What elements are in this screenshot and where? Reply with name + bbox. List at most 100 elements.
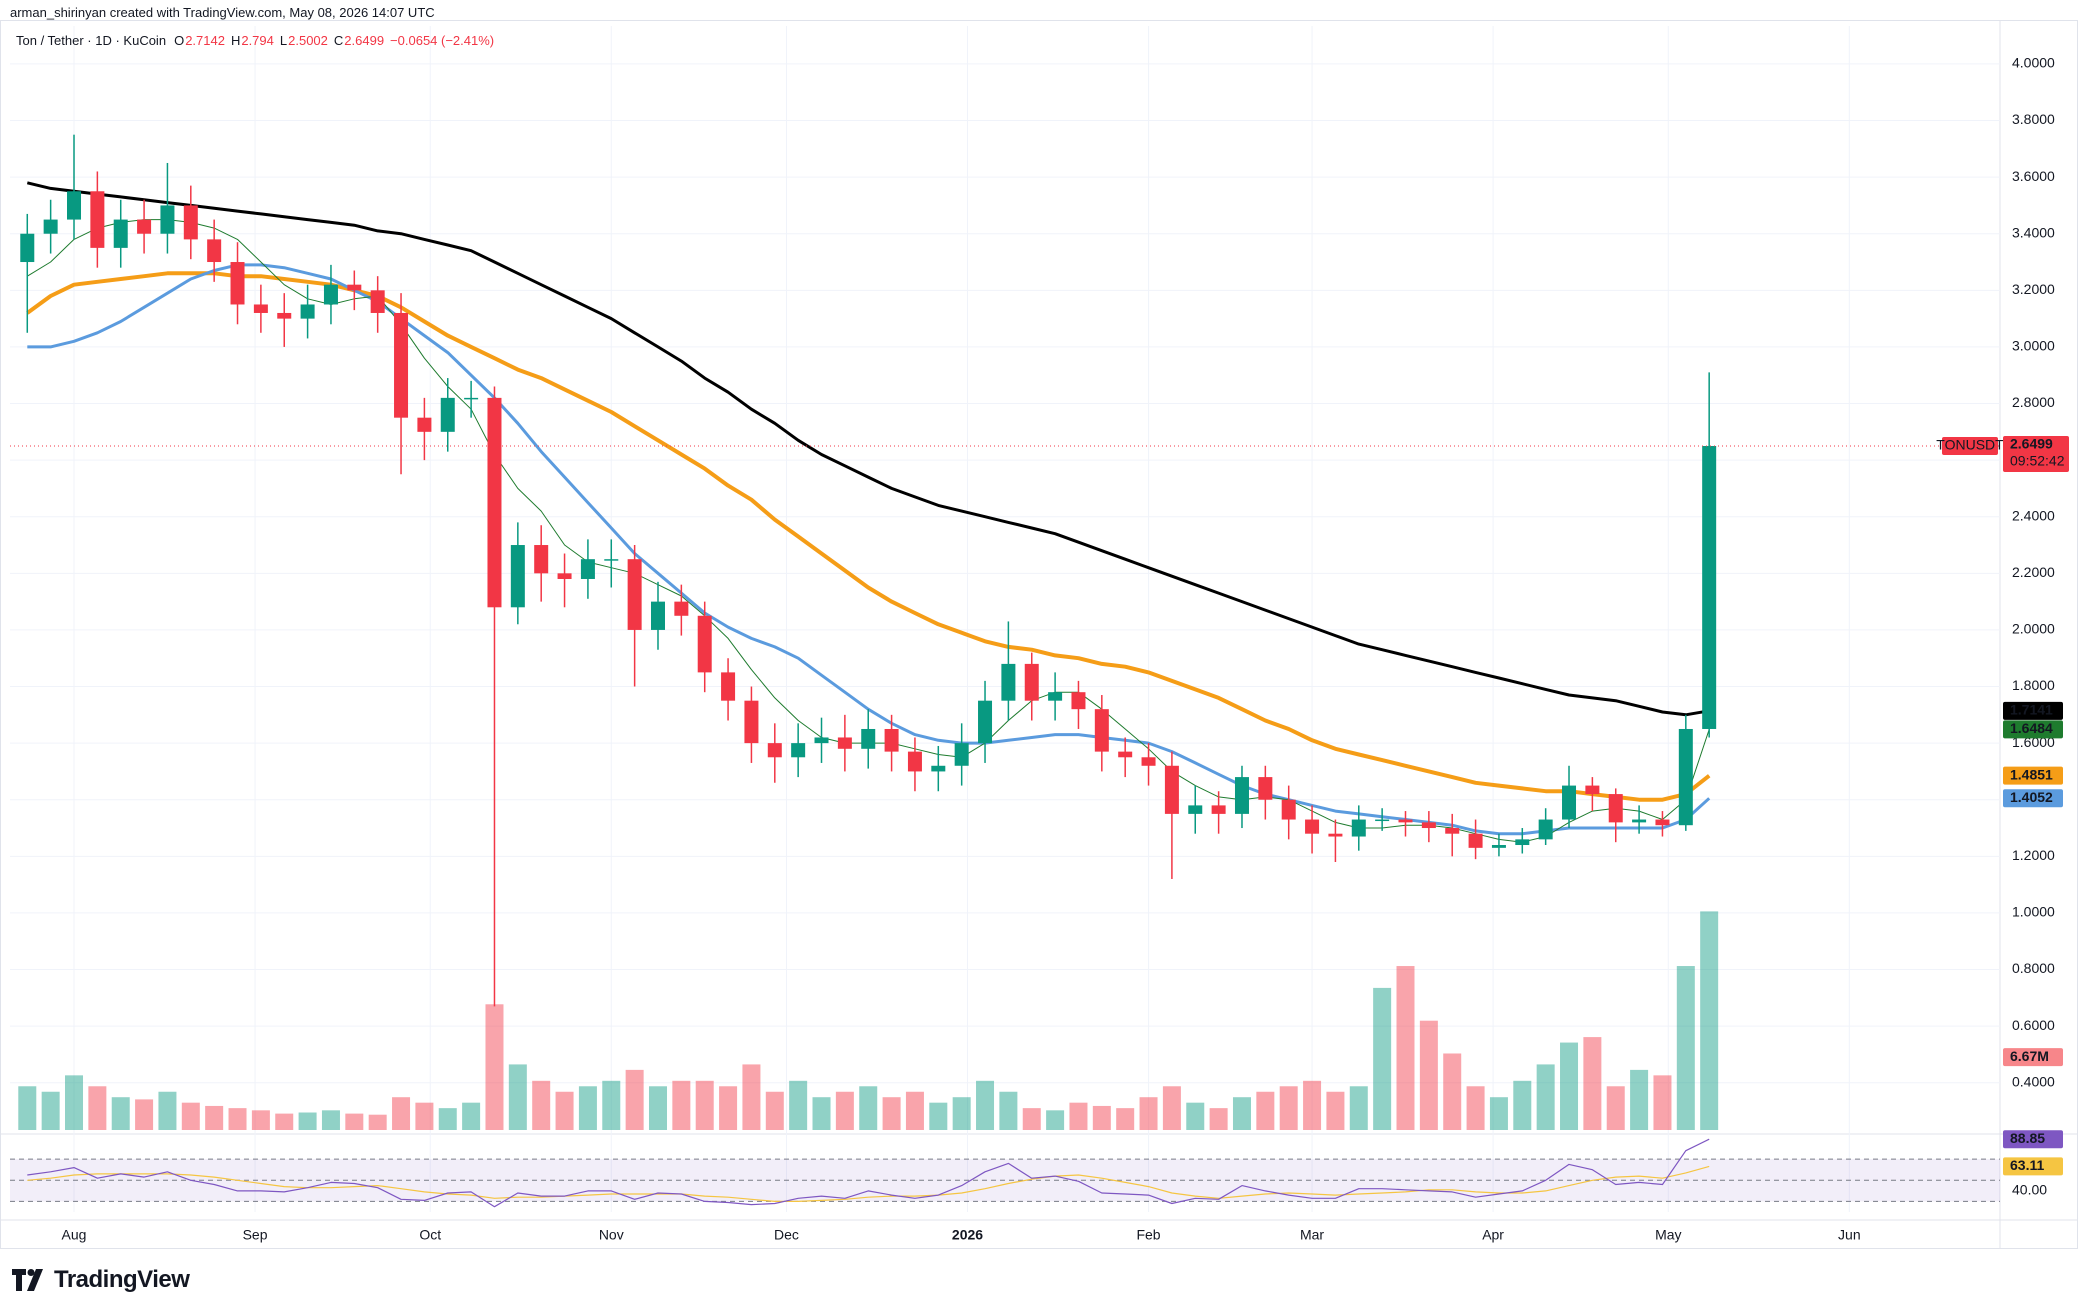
y-tick-label: 4.0000 bbox=[2012, 55, 2055, 71]
volume-bar bbox=[999, 1091, 1018, 1130]
value-tag bbox=[2003, 1157, 2063, 1176]
candle-body bbox=[67, 191, 82, 220]
volume-bar bbox=[1373, 987, 1392, 1130]
candle-body bbox=[300, 304, 315, 319]
value-tag bbox=[2003, 789, 2063, 808]
y-tick-label: 1.8000 bbox=[2012, 677, 2055, 693]
volume-bar bbox=[1419, 1020, 1438, 1130]
candle-body bbox=[721, 672, 736, 701]
y-tick-label: 3.4000 bbox=[2012, 224, 2055, 240]
candle-body bbox=[1188, 805, 1203, 814]
volume-bar bbox=[508, 1064, 527, 1130]
volume-bar bbox=[368, 1114, 387, 1130]
volume-bar bbox=[1583, 1037, 1602, 1130]
x-tick-label: 2026 bbox=[952, 1227, 983, 1243]
candle-body bbox=[1211, 805, 1226, 814]
volume-bar bbox=[695, 1080, 714, 1130]
candle-body bbox=[884, 728, 899, 752]
y-tick-label: 0.8000 bbox=[2012, 960, 2055, 976]
candle-body bbox=[417, 417, 432, 432]
volume-bar bbox=[835, 1091, 854, 1130]
candle-body bbox=[277, 312, 292, 319]
volume-bar bbox=[438, 1108, 457, 1130]
y-tick-label: 3.6000 bbox=[2012, 168, 2055, 184]
value-tag-label: 1.4851 bbox=[2010, 766, 2053, 782]
candle-body bbox=[931, 765, 946, 772]
y-tick-label: 1.2000 bbox=[2012, 847, 2055, 863]
volume-bar bbox=[1069, 1102, 1088, 1130]
volume-tag-label: 6.67M bbox=[2010, 1048, 2049, 1064]
legend-item: H bbox=[230, 33, 241, 48]
candle-body bbox=[43, 219, 58, 234]
candle-body bbox=[1094, 709, 1109, 752]
y-tick-label: 2.2000 bbox=[2012, 564, 2055, 580]
volume-bar bbox=[625, 1069, 644, 1130]
volume-bar bbox=[742, 1064, 761, 1130]
candle-body bbox=[20, 233, 35, 263]
candle-body bbox=[1305, 819, 1320, 834]
candle-body bbox=[627, 559, 642, 630]
volume-bar bbox=[1232, 1097, 1251, 1130]
volume-bar bbox=[111, 1097, 130, 1130]
x-tick-label: Mar bbox=[1300, 1227, 1324, 1243]
volume-bar bbox=[812, 1097, 831, 1130]
candle-body bbox=[1515, 839, 1530, 846]
volume-bar bbox=[976, 1080, 995, 1130]
candle-body bbox=[1608, 794, 1623, 823]
volume-bar bbox=[929, 1102, 948, 1130]
legend-item: 2.7142 bbox=[185, 33, 225, 48]
candle-body bbox=[230, 262, 245, 305]
candle-body bbox=[767, 743, 782, 758]
candle-body bbox=[1538, 819, 1553, 840]
pane-border bbox=[0, 20, 2078, 1249]
volume-bar bbox=[602, 1080, 621, 1130]
y-tick-label: 2.4000 bbox=[2012, 507, 2055, 523]
legend-item: 2.794 bbox=[241, 33, 274, 48]
candle-body bbox=[1328, 833, 1343, 837]
candle-body bbox=[464, 397, 479, 400]
volume-bar bbox=[1560, 1042, 1579, 1130]
candle-body bbox=[1678, 728, 1693, 826]
candle-body bbox=[1585, 785, 1600, 795]
legend-item: O bbox=[174, 33, 185, 48]
candle-body bbox=[207, 239, 222, 263]
candle-body bbox=[1281, 799, 1296, 820]
candle-body bbox=[1375, 819, 1390, 822]
candle-body bbox=[907, 751, 922, 772]
volume-bar bbox=[1186, 1102, 1205, 1130]
value-tag-label: 1.4052 bbox=[2010, 789, 2053, 805]
candle-body bbox=[1702, 446, 1717, 729]
candle-body bbox=[650, 601, 665, 630]
candle-body bbox=[1491, 845, 1506, 848]
volume-bar bbox=[1046, 1110, 1065, 1130]
candle-body bbox=[1141, 757, 1156, 766]
candle-body bbox=[954, 743, 969, 766]
volume-bar bbox=[1536, 1064, 1555, 1130]
candle-body bbox=[744, 700, 759, 744]
volume-bar bbox=[1209, 1108, 1228, 1130]
volume-bar bbox=[952, 1097, 971, 1130]
moving-average bbox=[26, 181, 1710, 717]
legend-item: 2.5002 bbox=[288, 33, 328, 48]
candle-body bbox=[978, 700, 993, 744]
candle-body bbox=[510, 545, 525, 608]
value-tag bbox=[2003, 701, 2063, 720]
symbol-tag bbox=[1942, 437, 1998, 456]
volume-bar bbox=[905, 1091, 924, 1130]
y-tick-label: 2.0000 bbox=[2012, 621, 2055, 637]
candle-body bbox=[1071, 692, 1086, 710]
candle-body bbox=[1398, 819, 1413, 823]
legend-item: C bbox=[333, 33, 344, 48]
candle-body bbox=[1234, 777, 1249, 814]
value-tag bbox=[2003, 720, 2063, 739]
candle-body bbox=[1001, 663, 1016, 701]
volume-bar bbox=[648, 1086, 667, 1130]
volume-bar bbox=[859, 1086, 878, 1130]
candle-body bbox=[1421, 822, 1436, 829]
volume-bar bbox=[205, 1105, 224, 1130]
legend-item: L bbox=[279, 33, 288, 48]
symbol-tag-label: TONUSDT bbox=[1936, 437, 2004, 453]
volume-bar bbox=[1256, 1091, 1275, 1130]
value-tag bbox=[2003, 766, 2063, 785]
